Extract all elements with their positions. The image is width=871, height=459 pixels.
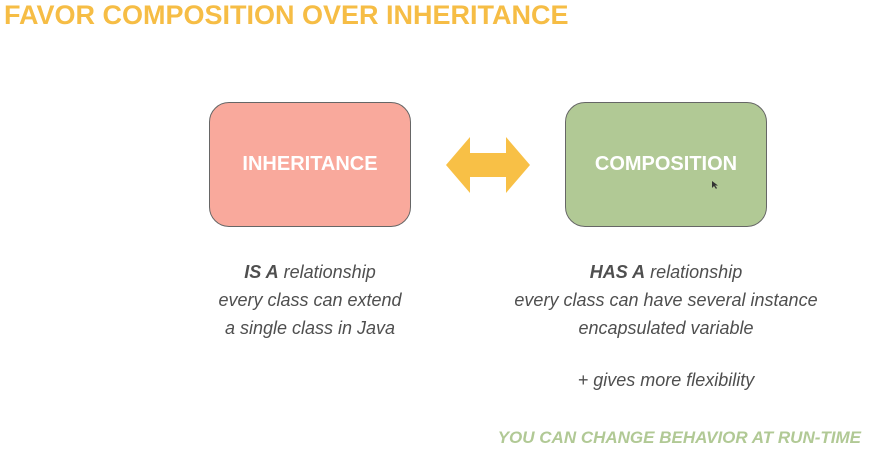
composition-relation-bold: HAS A — [589, 262, 646, 282]
inheritance-box: INHERITANCE — [209, 102, 411, 227]
inheritance-label: INHERITANCE — [242, 153, 378, 175]
composition-relation-rest: relationship — [645, 262, 743, 282]
inheritance-description: IS A relationship every class can extend… — [160, 258, 460, 342]
composition-line-3: encapsulated variable — [578, 318, 754, 338]
composition-box: COMPOSITION — [565, 102, 767, 227]
inheritance-relation: IS A relationship — [160, 258, 460, 286]
flexibility-note: + gives more flexibility — [577, 370, 755, 390]
inheritance-relation-bold: IS A — [244, 262, 279, 282]
inheritance-line-2: every class can extend — [218, 290, 402, 310]
inheritance-line-3: a single class in Java — [224, 318, 396, 338]
double-arrow-icon — [446, 137, 530, 193]
composition-line-2: every class can have several instance — [514, 290, 818, 310]
footer-note: YOU CAN CHANGE BEHAVIOR AT RUN-TIME — [497, 428, 861, 447]
composition-description: HAS A relationship every class can have … — [465, 258, 867, 342]
slide-title: FAVOR COMPOSITION OVER INHERITANCE — [4, 0, 569, 30]
mouse-cursor-icon — [712, 181, 718, 189]
composition-label: COMPOSITION — [594, 153, 738, 175]
composition-relation: HAS A relationship — [465, 258, 867, 286]
inheritance-relation-rest: relationship — [278, 262, 376, 282]
